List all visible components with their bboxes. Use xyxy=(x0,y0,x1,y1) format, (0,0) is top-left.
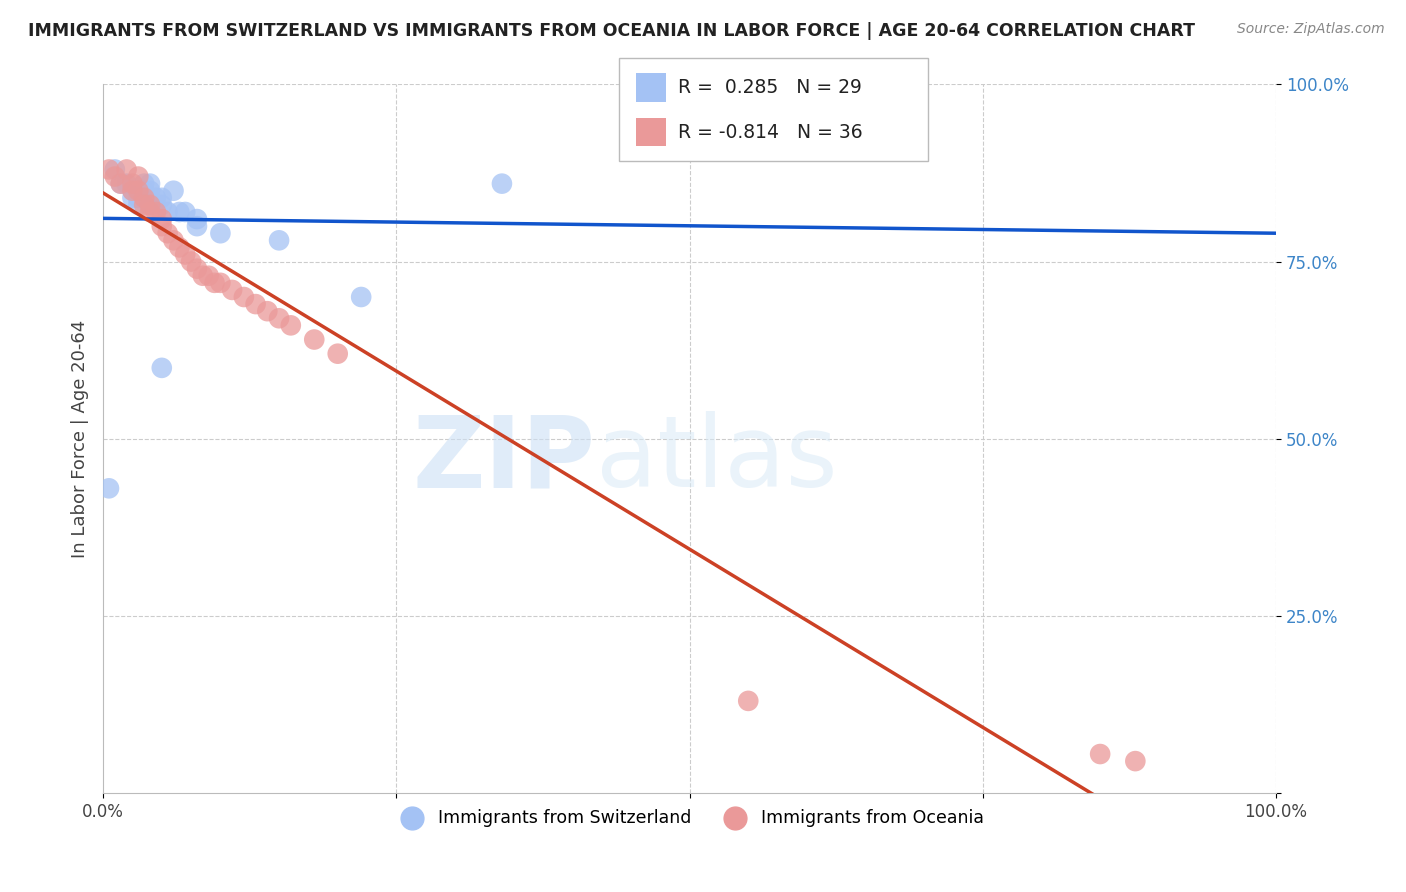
Point xyxy=(127,184,149,198)
Point xyxy=(174,247,197,261)
Point xyxy=(110,177,132,191)
Point xyxy=(127,191,149,205)
Point xyxy=(139,184,162,198)
Point xyxy=(127,191,149,205)
Point xyxy=(145,191,167,205)
Point xyxy=(134,198,156,212)
Point xyxy=(326,347,349,361)
Point xyxy=(150,198,173,212)
Point xyxy=(350,290,373,304)
Point xyxy=(197,268,219,283)
Point xyxy=(139,198,162,212)
Point xyxy=(304,333,326,347)
Point xyxy=(169,240,191,254)
Point xyxy=(150,191,173,205)
Point xyxy=(191,268,214,283)
Point xyxy=(150,219,173,234)
Point xyxy=(156,205,179,219)
Point xyxy=(209,226,232,240)
Text: atlas: atlas xyxy=(596,411,838,508)
Point xyxy=(221,283,243,297)
Point xyxy=(280,318,302,333)
Text: IMMIGRANTS FROM SWITZERLAND VS IMMIGRANTS FROM OCEANIA IN LABOR FORCE | AGE 20-6: IMMIGRANTS FROM SWITZERLAND VS IMMIGRANT… xyxy=(28,22,1195,40)
Point xyxy=(139,177,162,191)
Text: R = -0.814   N = 36: R = -0.814 N = 36 xyxy=(678,122,862,142)
Text: R =  0.285   N = 29: R = 0.285 N = 29 xyxy=(678,78,862,97)
Point xyxy=(139,205,162,219)
Point xyxy=(121,184,143,198)
Point xyxy=(98,162,121,177)
Point xyxy=(180,254,202,268)
Point xyxy=(127,169,149,184)
Point xyxy=(209,276,232,290)
Point xyxy=(127,198,149,212)
Point xyxy=(121,191,143,205)
Point xyxy=(232,290,254,304)
Point xyxy=(115,162,138,177)
Point xyxy=(1088,747,1111,761)
Point xyxy=(256,304,278,318)
Point xyxy=(162,233,184,247)
Point xyxy=(162,184,184,198)
Point xyxy=(134,184,156,198)
Text: ZIP: ZIP xyxy=(413,411,596,508)
Point xyxy=(156,226,179,240)
Point xyxy=(104,169,127,184)
Point xyxy=(145,205,167,219)
Point xyxy=(134,177,156,191)
Point xyxy=(267,311,290,326)
Point xyxy=(174,205,197,219)
Point xyxy=(121,177,143,191)
Legend: Immigrants from Switzerland, Immigrants from Oceania: Immigrants from Switzerland, Immigrants … xyxy=(388,802,991,834)
Point xyxy=(186,212,208,227)
Point xyxy=(139,198,162,212)
Point xyxy=(204,276,226,290)
Point xyxy=(121,184,143,198)
Point xyxy=(104,162,127,177)
Point xyxy=(115,177,138,191)
Point xyxy=(169,205,191,219)
Point xyxy=(150,360,173,375)
Point xyxy=(186,219,208,234)
Point xyxy=(139,191,162,205)
Point xyxy=(267,233,290,247)
Point xyxy=(110,177,132,191)
Point xyxy=(150,212,173,227)
Y-axis label: In Labor Force | Age 20-64: In Labor Force | Age 20-64 xyxy=(72,319,89,558)
Point xyxy=(245,297,267,311)
Point xyxy=(737,694,759,708)
Text: Source: ZipAtlas.com: Source: ZipAtlas.com xyxy=(1237,22,1385,37)
Point xyxy=(491,177,513,191)
Point xyxy=(1123,754,1146,768)
Point xyxy=(98,481,121,495)
Point xyxy=(186,261,208,276)
Point xyxy=(134,191,156,205)
